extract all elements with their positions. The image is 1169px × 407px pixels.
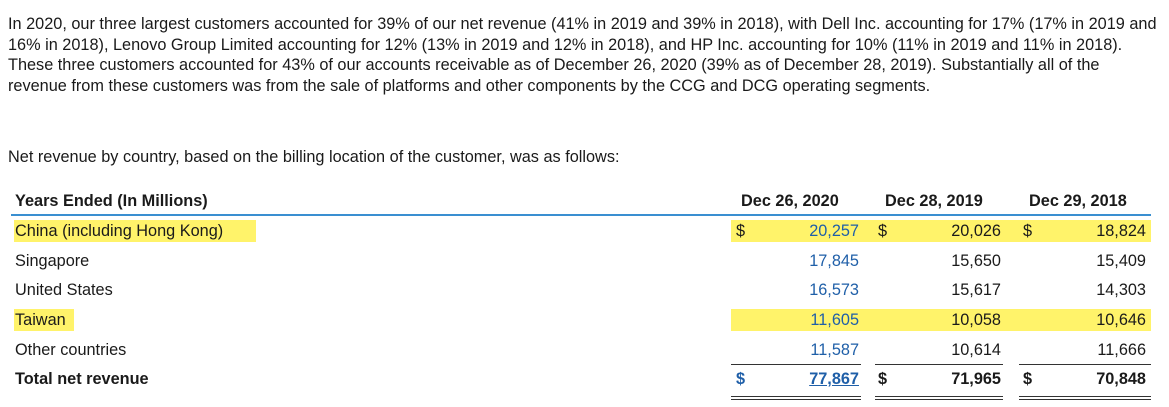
value-2019: 20,026: [951, 222, 1001, 240]
subtotal-line: [875, 364, 1003, 365]
highlight-values: [731, 220, 1151, 242]
row-label: United States: [15, 281, 113, 299]
table-row: Singapore 17,845 15,650 15,409: [0, 246, 1169, 276]
total-double-line: [1019, 396, 1151, 397]
value-2019: 10,058: [951, 311, 1001, 329]
dollar-sign: $: [736, 222, 746, 240]
total-double-line: [875, 399, 1003, 400]
dollar-sign: $: [736, 370, 746, 388]
value-2019: 15,617: [951, 281, 1001, 299]
value-2018: 14,303: [1096, 281, 1146, 299]
header-dec-28-2019: Dec 28, 2019: [885, 192, 983, 210]
value-2020: 20,257: [809, 222, 859, 240]
value-2018: 70,848: [1096, 370, 1146, 388]
value-2018: 11,666: [1097, 341, 1146, 359]
header-dec-29-2018: Dec 29, 2018: [1029, 192, 1127, 210]
table-header: Years Ended (In Millions) Dec 26, 2020 D…: [0, 186, 1169, 216]
total-double-line: [731, 399, 861, 400]
table-row: Taiwan 11,605 10,058 10,646: [0, 305, 1169, 335]
table-intro: Net revenue by country, based on the bil…: [8, 148, 620, 166]
value-2020: 16,573: [809, 281, 859, 299]
header-rule: [11, 214, 1151, 216]
value-2020: 11,605: [810, 311, 859, 329]
table-row-total: Total net revenue $ 77,867 $ 71,965 $ 70…: [0, 364, 1169, 394]
value-2018: 18,824: [1096, 222, 1146, 240]
value-2020: 17,845: [809, 252, 859, 270]
table-row: China (including Hong Kong) $ 20,257 $ 2…: [0, 216, 1169, 246]
table-row: Other countries 11,587 10,614 11,666: [0, 335, 1169, 365]
dollar-sign: $: [878, 222, 888, 240]
total-double-line: [875, 396, 1003, 397]
value-2018: 15,409: [1096, 252, 1146, 270]
value-2018: 10,646: [1096, 311, 1146, 329]
value-2020: 11,587: [810, 341, 859, 359]
subtotal-line: [731, 364, 861, 365]
highlight-label: [14, 309, 74, 331]
header-label: Years Ended (In Millions): [15, 192, 208, 210]
total-double-line: [731, 396, 861, 397]
row-label: Singapore: [15, 252, 90, 270]
dollar-sign: $: [1023, 370, 1033, 388]
highlight-values: [731, 309, 1151, 331]
total-double-line: [1019, 399, 1151, 400]
highlight-label: [14, 220, 256, 242]
row-label: Taiwan: [15, 311, 66, 329]
body-paragraph: In 2020, our three largest customers acc…: [8, 15, 1157, 95]
row-label: China (including Hong Kong): [15, 222, 224, 240]
value-2019: 15,650: [951, 252, 1001, 270]
value-2020: 77,867: [809, 370, 859, 388]
header-dec-26-2020: Dec 26, 2020: [741, 192, 839, 210]
subtotal-line: [1019, 364, 1151, 365]
dollar-sign: $: [1023, 222, 1033, 240]
dollar-sign: $: [878, 370, 888, 388]
row-label: Total net revenue: [15, 370, 149, 388]
value-2019: 71,965: [951, 370, 1001, 388]
value-2019: 10,614: [951, 341, 1001, 359]
row-label: Other countries: [15, 341, 127, 359]
table-row: United States 16,573 15,617 14,303: [0, 275, 1169, 305]
